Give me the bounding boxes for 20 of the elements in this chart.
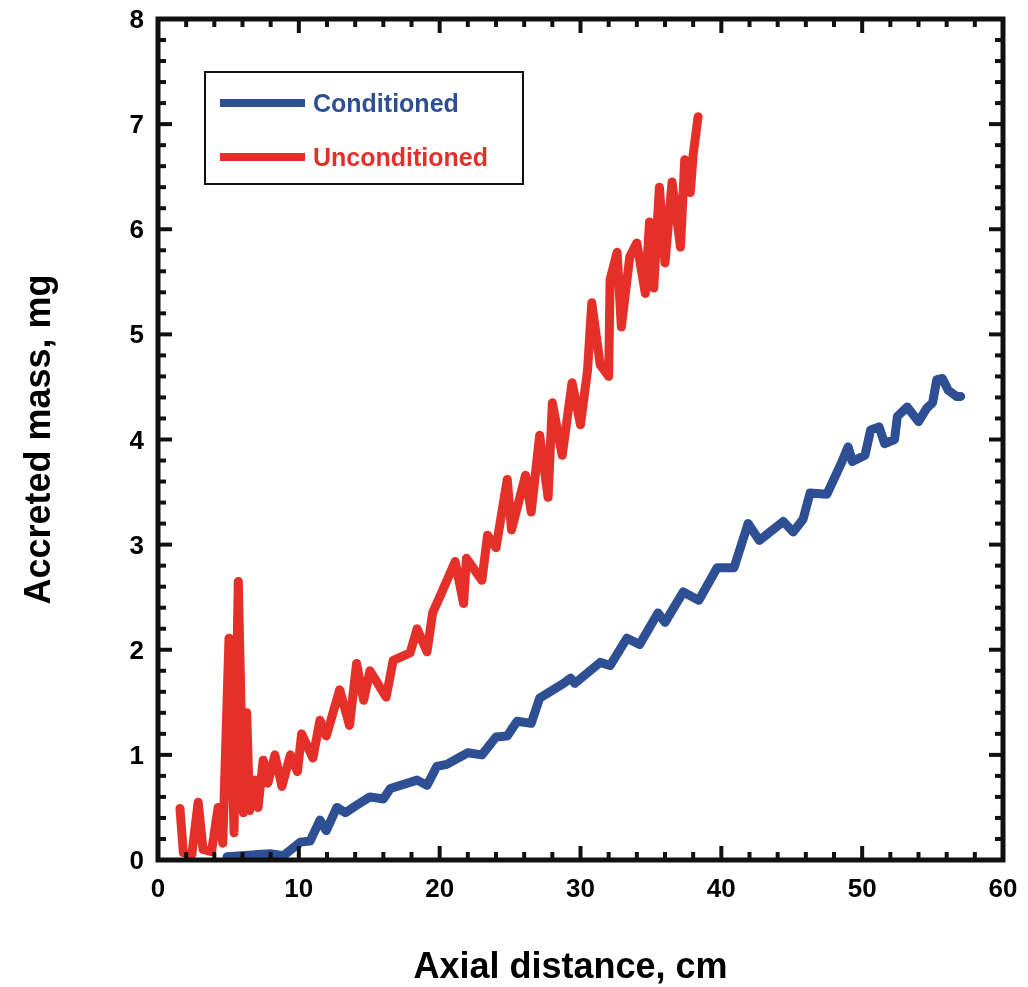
legend-label: Conditioned: [313, 89, 459, 117]
y-tick-label: 0: [129, 845, 144, 875]
x-tick-label: 0: [150, 873, 166, 903]
x-tick-label: 50: [847, 873, 877, 903]
x-tick-label: 40: [706, 873, 736, 903]
y-tick-label: 4: [129, 424, 145, 455]
y-tick-label: 5: [129, 319, 144, 350]
x-axis-title: Axial distance, cm: [413, 945, 728, 986]
y-tick-label: 2: [129, 634, 144, 665]
y-tick-label: 8: [129, 4, 144, 34]
y-tick-label: 3: [129, 529, 144, 560]
y-tick-label: 6: [129, 214, 144, 245]
y-tick-label: 1: [129, 739, 144, 770]
y-axis-title: Accreted mass, mg: [17, 274, 58, 605]
y-tick-label: 7: [129, 109, 144, 140]
x-tick-label: 60: [988, 873, 1018, 903]
x-tick-label: 10: [284, 873, 314, 903]
legend-label: Unconditioned: [313, 143, 488, 171]
x-tick-label: 20: [425, 873, 455, 903]
x-tick-label: 30: [566, 873, 595, 903]
